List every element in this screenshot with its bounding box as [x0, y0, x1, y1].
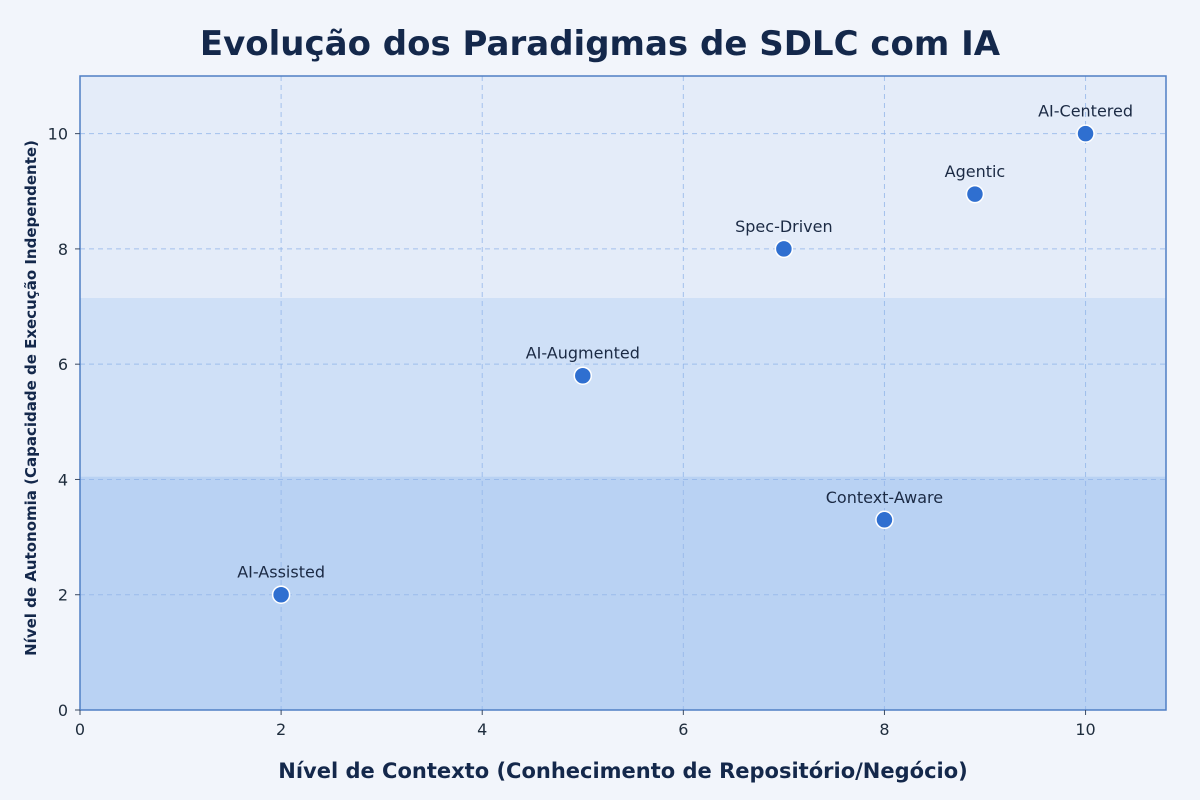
data-point-label: AI-Assisted: [237, 563, 325, 582]
data-point-label: Agentic: [945, 162, 1006, 181]
y-tick-label: 0: [58, 701, 68, 720]
x-tick-label: 6: [678, 720, 688, 739]
y-tick-label: 4: [58, 470, 68, 489]
data-point: [1076, 124, 1095, 143]
data-point-label: AI-Centered: [1038, 102, 1133, 121]
data-point: [965, 184, 985, 204]
data-point-label: AI-Augmented: [526, 344, 640, 363]
y-tick-label: 2: [58, 586, 68, 605]
x-axis-title: Nível de Contexto (Conhecimento de Repos…: [278, 759, 968, 783]
background-band-0: [80, 476, 1166, 710]
background-band-2: [80, 76, 1166, 298]
chart-title: Evolução dos Paradigmas de SDLC com IA: [199, 24, 1001, 64]
data-point-label: Spec-Driven: [735, 217, 833, 236]
x-tick-label: 4: [477, 720, 487, 739]
y-tick-label: 10: [48, 125, 68, 144]
x-tick-label: 0: [75, 720, 85, 739]
data-point: [573, 366, 593, 385]
data-point: [875, 510, 894, 530]
plot-frame: [79, 75, 1167, 711]
x-tick-label: 10: [1075, 720, 1095, 739]
y-tick-label: 8: [58, 240, 68, 259]
data-point-label: Context-Aware: [826, 488, 943, 507]
x-tick-label: 8: [879, 720, 889, 739]
x-tick-label: 2: [276, 720, 286, 739]
y-axis-title: Nível de Autonomia (Capacidade de Execuç…: [22, 140, 40, 656]
data-point: [271, 585, 291, 604]
background-band-1: [80, 297, 1166, 477]
y-tick-label: 6: [58, 355, 68, 374]
data-point: [774, 239, 794, 259]
